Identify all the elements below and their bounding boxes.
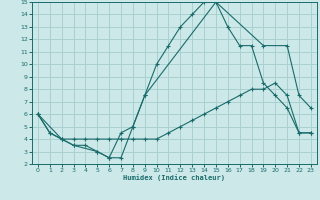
X-axis label: Humidex (Indice chaleur): Humidex (Indice chaleur) bbox=[124, 175, 225, 181]
